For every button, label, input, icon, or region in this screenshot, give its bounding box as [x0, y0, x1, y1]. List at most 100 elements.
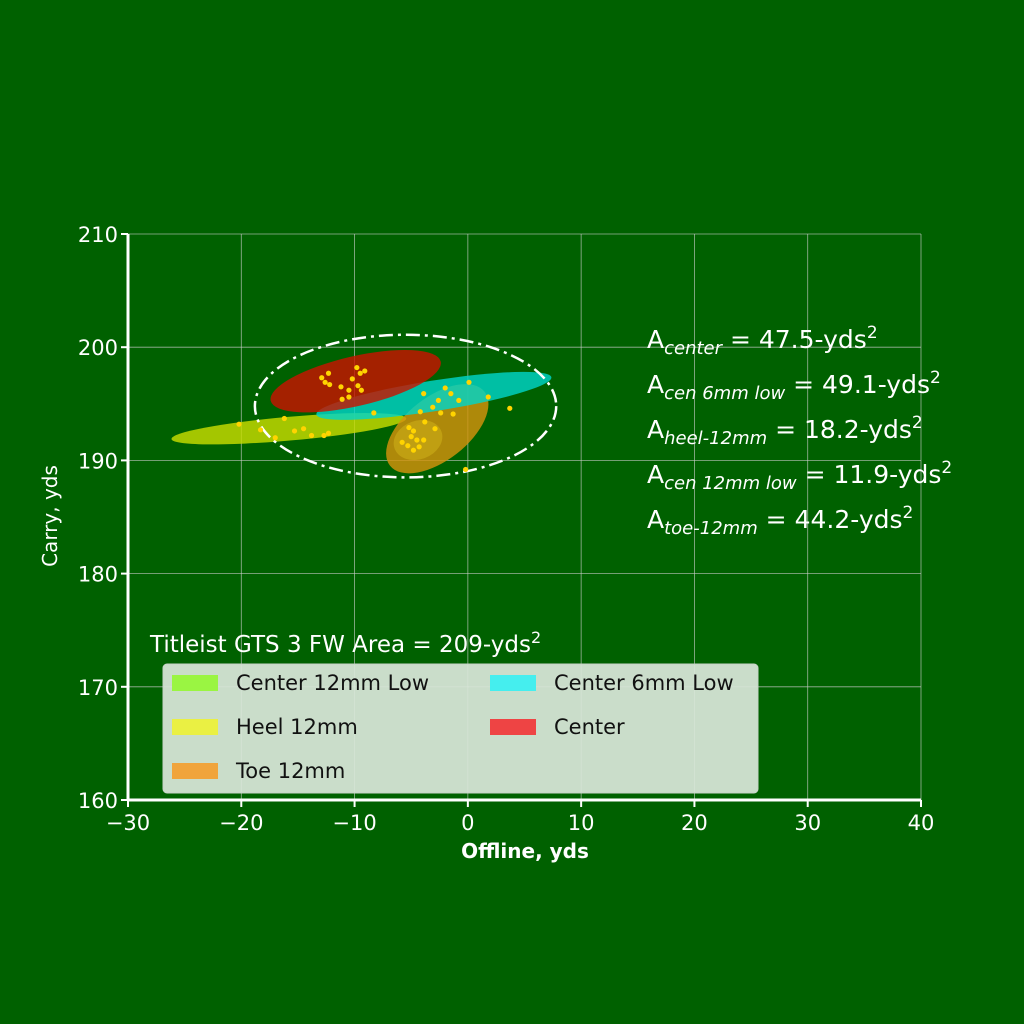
y-tick-label: 160	[78, 789, 118, 813]
overall-area-label: Titleist GTS 3 FW Area = 209-yds2	[149, 628, 541, 658]
legend-label: Heel 12mm	[236, 715, 358, 739]
y-tick-label: 190	[78, 449, 118, 473]
data-point	[354, 364, 360, 371]
area-annotation: Acen 6mm low = 49.1-yds2	[647, 368, 941, 404]
x-tick-label: 40	[908, 811, 935, 835]
series-points	[236, 364, 513, 473]
data-point	[416, 444, 422, 450]
area-annotation-subscript: heel-12mm	[664, 428, 767, 449]
data-point	[466, 379, 472, 385]
data-point	[257, 427, 264, 433]
data-point	[291, 428, 298, 434]
data-point	[325, 370, 332, 376]
x-tick-label: 30	[794, 811, 821, 835]
data-point	[272, 435, 278, 441]
y-axis-label: Carry, yds	[38, 465, 62, 567]
data-point	[430, 404, 436, 410]
data-point	[408, 434, 414, 440]
data-point	[442, 385, 448, 391]
data-point	[339, 396, 345, 402]
area-annotation-value: = 44.2-yds	[758, 505, 903, 534]
area-annotation-subscript: toe-12mm	[664, 518, 758, 539]
area-annotation-value: = 11.9-yds	[797, 460, 942, 489]
overall-area-label-main: Titleist GTS 3 FW Area = 209-yds	[149, 632, 531, 658]
area-annotation-superscript: 2	[941, 458, 952, 478]
legend-box	[162, 663, 759, 794]
area-annotation-base: A	[647, 460, 664, 489]
area-annotation-base: A	[647, 370, 664, 399]
ellipse-center-6mm-low	[316, 371, 552, 420]
area-annotation: Acen 12mm low = 11.9-yds2	[647, 458, 952, 494]
area-annotation-superscript: 2	[903, 503, 914, 523]
x-axis-label: Offline, yds	[461, 839, 589, 863]
area-annotation-superscript: 2	[867, 323, 878, 343]
overall-area-label-sup: 2	[531, 628, 541, 647]
area-annotation-base: A	[647, 415, 664, 444]
data-point	[417, 409, 423, 415]
y-tick-label: 200	[78, 336, 118, 360]
area-annotation-superscript: 2	[930, 368, 941, 388]
data-point	[485, 394, 491, 400]
area-annotation-subscript: cen 12mm low	[664, 473, 797, 494]
x-tick-label: 20	[681, 811, 708, 835]
data-point	[450, 411, 456, 417]
data-point	[414, 437, 420, 443]
legend-swatch	[172, 763, 218, 779]
x-tick-label: −10	[332, 811, 376, 835]
data-point	[507, 405, 513, 411]
data-point	[435, 397, 442, 404]
data-point	[325, 430, 332, 436]
data-point	[346, 394, 352, 400]
data-point	[448, 391, 454, 397]
data-point	[421, 391, 427, 397]
x-tick-label: 0	[461, 811, 474, 835]
tick-labels: −30 −20 −10 0 10 20 30 40 160 170 180 190 200 210	[78, 223, 934, 835]
data-point	[410, 447, 417, 453]
data-point	[349, 376, 355, 382]
data-point	[281, 415, 287, 422]
area-annotation-value: = 49.1-yds	[785, 370, 930, 399]
area-annotation: Acenter = 47.5-yds2	[647, 323, 878, 359]
data-point	[399, 439, 405, 445]
data-point	[371, 410, 377, 416]
data-point	[355, 383, 361, 389]
area-annotation-superscript: 2	[912, 413, 923, 433]
area-annotation-base: A	[647, 505, 664, 534]
data-point	[432, 426, 438, 432]
y-tick-label: 180	[78, 563, 118, 587]
x-tick-label: 10	[568, 811, 595, 835]
overall-ellipse-group	[253, 333, 558, 479]
data-point	[300, 426, 307, 432]
legend-label: Center 6mm Low	[554, 671, 734, 695]
overall-dispersion-ellipse	[253, 333, 558, 479]
legend: Center 12mm Low Heel 12mm Toe 12mm Center 6…	[162, 663, 759, 794]
ellipse-center	[270, 349, 441, 413]
area-annotation-base: A	[647, 325, 664, 354]
data-point	[456, 397, 462, 404]
x-tick-label: −30	[106, 811, 150, 835]
data-point	[362, 368, 368, 374]
x-tick-label: −20	[219, 811, 263, 835]
data-point	[322, 379, 328, 385]
area-annotation-value: = 47.5-yds	[722, 325, 867, 354]
data-point	[438, 410, 444, 416]
data-point	[410, 428, 417, 434]
data-point	[462, 466, 469, 473]
data-point	[346, 387, 352, 393]
data-point	[421, 437, 427, 443]
y-tick-label: 170	[78, 676, 118, 700]
legend-label: Center	[554, 715, 625, 739]
y-tick-label: 210	[78, 223, 118, 247]
data-point	[236, 421, 242, 427]
area-annotation-subscript: center	[664, 338, 724, 359]
legend-label: Center 12mm Low	[236, 671, 429, 695]
area-annotation-value: = 18.2-yds	[767, 415, 912, 444]
data-point	[422, 419, 428, 425]
area-annotation-subscript: cen 6mm low	[664, 383, 785, 404]
data-point	[357, 370, 363, 376]
axes	[126, 234, 921, 802]
data-point	[358, 387, 364, 393]
